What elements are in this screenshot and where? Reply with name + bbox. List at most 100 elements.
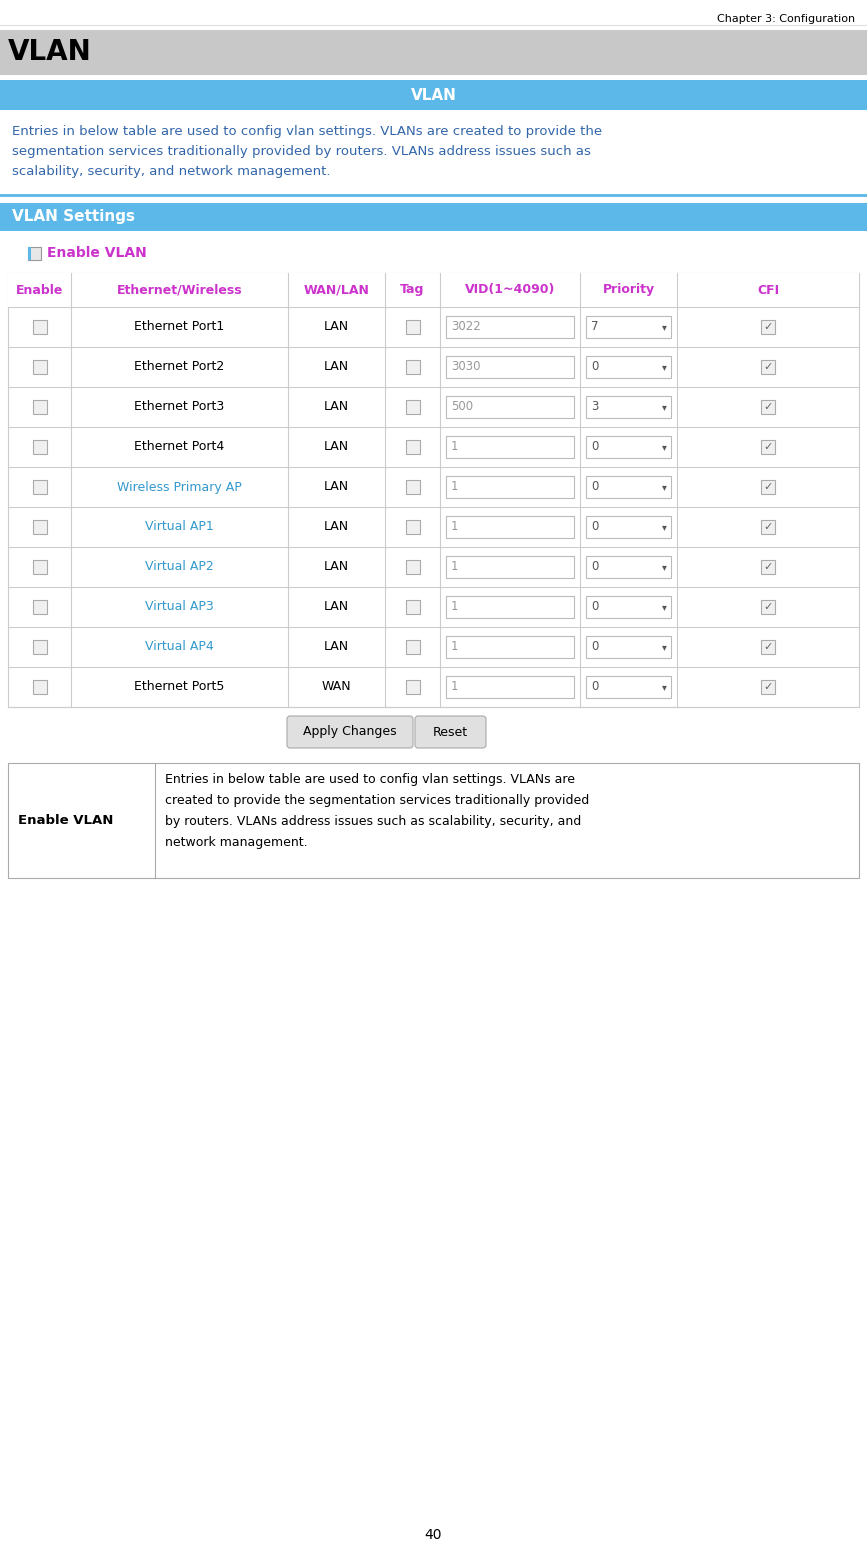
Text: Ethernet Port3: Ethernet Port3: [134, 401, 225, 414]
Bar: [761, 320, 775, 334]
Text: 1: 1: [451, 521, 459, 533]
Text: ✓: ✓: [763, 561, 772, 572]
Bar: [446, 596, 574, 617]
Text: ▾: ▾: [662, 362, 667, 372]
Bar: [446, 316, 574, 337]
Text: WAN/LAN: WAN/LAN: [303, 283, 369, 297]
Bar: [406, 400, 420, 414]
FancyBboxPatch shape: [415, 715, 486, 748]
Text: Priority: Priority: [603, 283, 655, 297]
Bar: [32, 519, 47, 533]
Text: 1: 1: [451, 440, 459, 454]
Bar: [32, 320, 47, 334]
Text: LAN: LAN: [324, 641, 349, 653]
Bar: [446, 356, 574, 378]
Bar: [586, 356, 671, 378]
Text: 0: 0: [591, 440, 598, 454]
Text: ✓: ✓: [763, 362, 772, 372]
Bar: [8, 274, 859, 708]
Text: Ethernet Port2: Ethernet Port2: [134, 361, 225, 373]
Bar: [406, 519, 420, 533]
Text: 0: 0: [591, 361, 598, 373]
Text: 40: 40: [425, 1529, 442, 1543]
Text: 1: 1: [451, 480, 459, 493]
Text: ▾: ▾: [662, 322, 667, 333]
Text: Ethernet/Wireless: Ethernet/Wireless: [117, 283, 242, 297]
Text: 1: 1: [451, 681, 459, 694]
FancyBboxPatch shape: [287, 715, 413, 748]
Bar: [586, 316, 671, 337]
Bar: [406, 320, 420, 334]
Bar: [32, 361, 47, 375]
Text: 0: 0: [591, 641, 598, 653]
Text: LAN: LAN: [324, 361, 349, 373]
Text: Tag: Tag: [401, 283, 425, 297]
Bar: [446, 557, 574, 578]
Bar: [8, 274, 859, 306]
Text: Wireless Primary AP: Wireless Primary AP: [117, 480, 242, 493]
Text: LAN: LAN: [324, 440, 349, 454]
Bar: [32, 400, 47, 414]
Bar: [586, 596, 671, 617]
Bar: [761, 400, 775, 414]
Text: CFI: CFI: [757, 283, 779, 297]
Text: 3: 3: [591, 401, 598, 414]
Text: 3030: 3030: [451, 361, 480, 373]
Text: Chapter 3: Configuration: Chapter 3: Configuration: [717, 14, 855, 23]
Bar: [446, 516, 574, 538]
Text: 0: 0: [591, 681, 598, 694]
Text: 1: 1: [451, 600, 459, 614]
Bar: [761, 600, 775, 614]
Text: ✓: ✓: [763, 482, 772, 491]
Bar: [0, 204, 867, 232]
Bar: [406, 480, 420, 494]
Text: 1: 1: [451, 560, 459, 574]
Text: WAN: WAN: [322, 681, 351, 694]
Text: 0: 0: [591, 480, 598, 493]
Bar: [446, 636, 574, 658]
Text: ✓: ✓: [763, 322, 772, 333]
Bar: [406, 361, 420, 375]
Text: ✓: ✓: [763, 522, 772, 532]
Bar: [32, 480, 47, 494]
Bar: [761, 519, 775, 533]
Text: LAN: LAN: [324, 320, 349, 333]
Bar: [406, 560, 420, 574]
Text: Ethernet Port1: Ethernet Port1: [134, 320, 225, 333]
Bar: [32, 641, 47, 655]
Bar: [586, 516, 671, 538]
Text: ✓: ✓: [763, 442, 772, 453]
Text: 1: 1: [451, 641, 459, 653]
Text: ▾: ▾: [662, 482, 667, 491]
Text: 7: 7: [591, 320, 598, 333]
Text: VLAN Settings: VLAN Settings: [12, 210, 135, 224]
Bar: [761, 560, 775, 574]
Bar: [28, 247, 31, 260]
Bar: [761, 641, 775, 655]
Bar: [761, 361, 775, 375]
Text: ▾: ▾: [662, 642, 667, 652]
Bar: [761, 480, 775, 494]
Text: Enable VLAN: Enable VLAN: [18, 813, 114, 827]
Text: Entries in below table are used to config vlan settings. VLANs are
created to pr: Entries in below table are used to confi…: [165, 773, 590, 849]
Text: LAN: LAN: [324, 560, 349, 574]
Text: ✓: ✓: [763, 683, 772, 692]
Text: ▾: ▾: [662, 403, 667, 412]
Text: ▾: ▾: [662, 683, 667, 692]
Bar: [32, 600, 47, 614]
Text: ▾: ▾: [662, 602, 667, 613]
Bar: [32, 560, 47, 574]
Bar: [586, 557, 671, 578]
Bar: [586, 636, 671, 658]
Text: 0: 0: [591, 521, 598, 533]
Bar: [0, 79, 867, 110]
Bar: [32, 680, 47, 694]
Bar: [586, 397, 671, 418]
Bar: [586, 676, 671, 698]
Text: Apply Changes: Apply Changes: [303, 726, 397, 739]
Text: Virtual AP4: Virtual AP4: [145, 641, 214, 653]
Text: LAN: LAN: [324, 480, 349, 493]
Text: Ethernet Port5: Ethernet Port5: [134, 681, 225, 694]
Text: ✓: ✓: [763, 602, 772, 613]
Bar: [406, 680, 420, 694]
